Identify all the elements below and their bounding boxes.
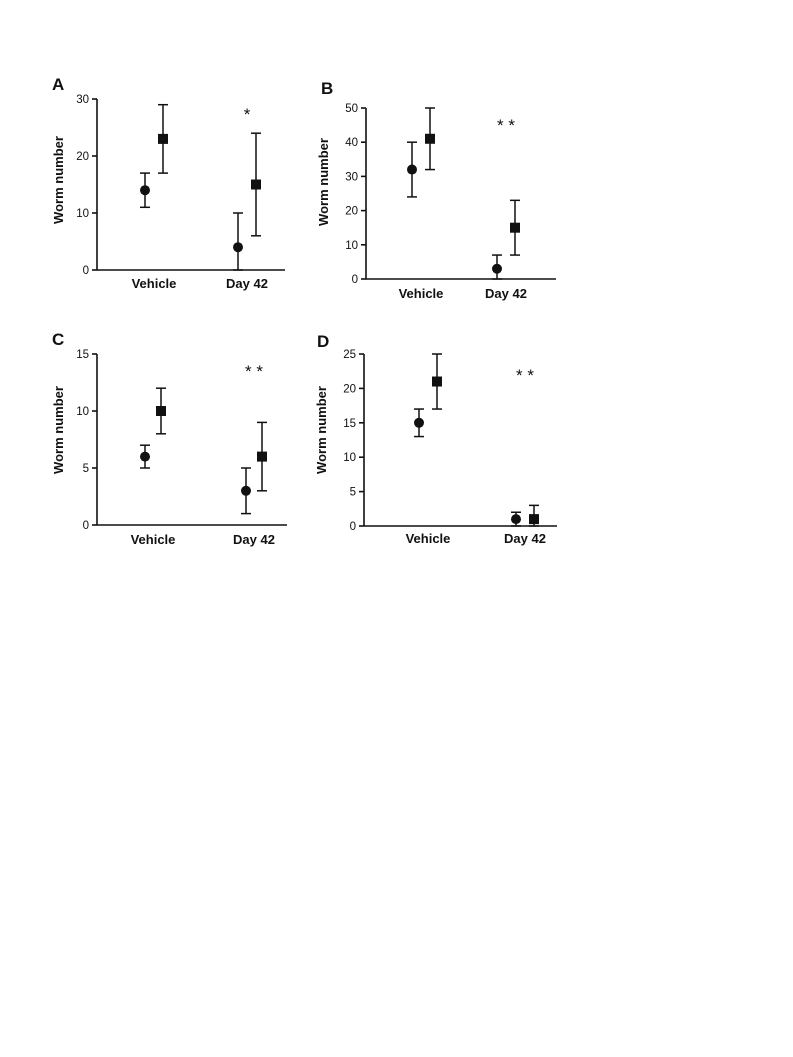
y-axis-label: Worm number	[51, 386, 66, 474]
y-tick-label: 40	[345, 137, 358, 149]
x-category-label: Vehicle	[406, 531, 451, 546]
y-tick-label: 0	[83, 520, 89, 532]
y-tick-label: 10	[76, 208, 89, 220]
x-category-label: Vehicle	[132, 276, 177, 291]
data-point-square	[432, 376, 442, 387]
panel-letter: D	[317, 332, 329, 351]
data-point-circle	[414, 417, 424, 428]
panel-letter: B	[321, 79, 333, 98]
significance-annotation: * *	[497, 116, 515, 135]
data-point-square	[510, 222, 520, 233]
y-tick-label: 20	[343, 383, 356, 395]
y-tick-label: 15	[343, 418, 356, 430]
data-point-circle	[140, 185, 150, 196]
y-axis-label: Worm number	[51, 136, 66, 224]
y-tick-label: 10	[343, 452, 356, 464]
y-tick-label: 5	[83, 463, 89, 475]
significance-annotation: * *	[245, 362, 263, 381]
data-point-square	[158, 133, 168, 144]
data-point-square	[425, 133, 435, 144]
data-point-square	[529, 514, 539, 525]
y-tick-label: 25	[343, 349, 356, 361]
data-point-circle	[233, 242, 243, 253]
y-tick-label: 30	[76, 94, 89, 106]
y-axis-label: Worm number	[316, 138, 331, 226]
x-category-label: Day 42	[504, 531, 546, 546]
y-tick-label: 15	[76, 349, 89, 361]
panel-D: D Worm number 0 5 10 15 20 25 Vehicle Day 42 * *	[314, 332, 557, 546]
y-tick-label: 50	[345, 103, 358, 115]
data-point-circle	[407, 164, 417, 175]
panel-letter: C	[52, 330, 64, 349]
data-point-circle	[241, 485, 251, 496]
data-point-square	[251, 179, 261, 190]
data-point-square	[156, 406, 166, 416]
panel-letter: A	[52, 75, 64, 94]
y-tick-label: 0	[83, 265, 89, 277]
x-category-label: Vehicle	[399, 286, 444, 301]
x-category-label: Vehicle	[131, 532, 176, 547]
panel-C: C Worm number 0 5 10 15 Vehicle Day 42 * *	[51, 330, 287, 547]
y-tick-label: 10	[76, 406, 89, 418]
y-tick-label: 5	[350, 487, 356, 499]
significance-annotation: *	[244, 105, 251, 124]
x-category-label: Day 42	[485, 286, 527, 301]
y-tick-label: 20	[345, 206, 358, 218]
y-tick-label: 30	[345, 171, 358, 183]
data-point-circle	[511, 514, 521, 525]
y-axis-label: Worm number	[314, 386, 329, 474]
data-point-circle	[140, 451, 150, 462]
y-tick-label: 0	[352, 274, 358, 286]
x-category-label: Day 42	[233, 532, 275, 547]
y-tick-label: 10	[345, 240, 358, 252]
significance-annotation: * *	[516, 366, 534, 385]
panel-B: B Worm number 0 10 20 30 40 50 Vehicle Day 42 * *	[316, 79, 556, 301]
y-tick-label: 20	[76, 151, 89, 163]
x-category-label: Day 42	[226, 276, 268, 291]
data-point-circle	[492, 263, 502, 274]
y-tick-label: 0	[350, 521, 356, 533]
data-point-square	[257, 451, 267, 462]
panel-A: A Worm number 0 10 20 30 Vehicle Day 42 *	[51, 75, 285, 291]
